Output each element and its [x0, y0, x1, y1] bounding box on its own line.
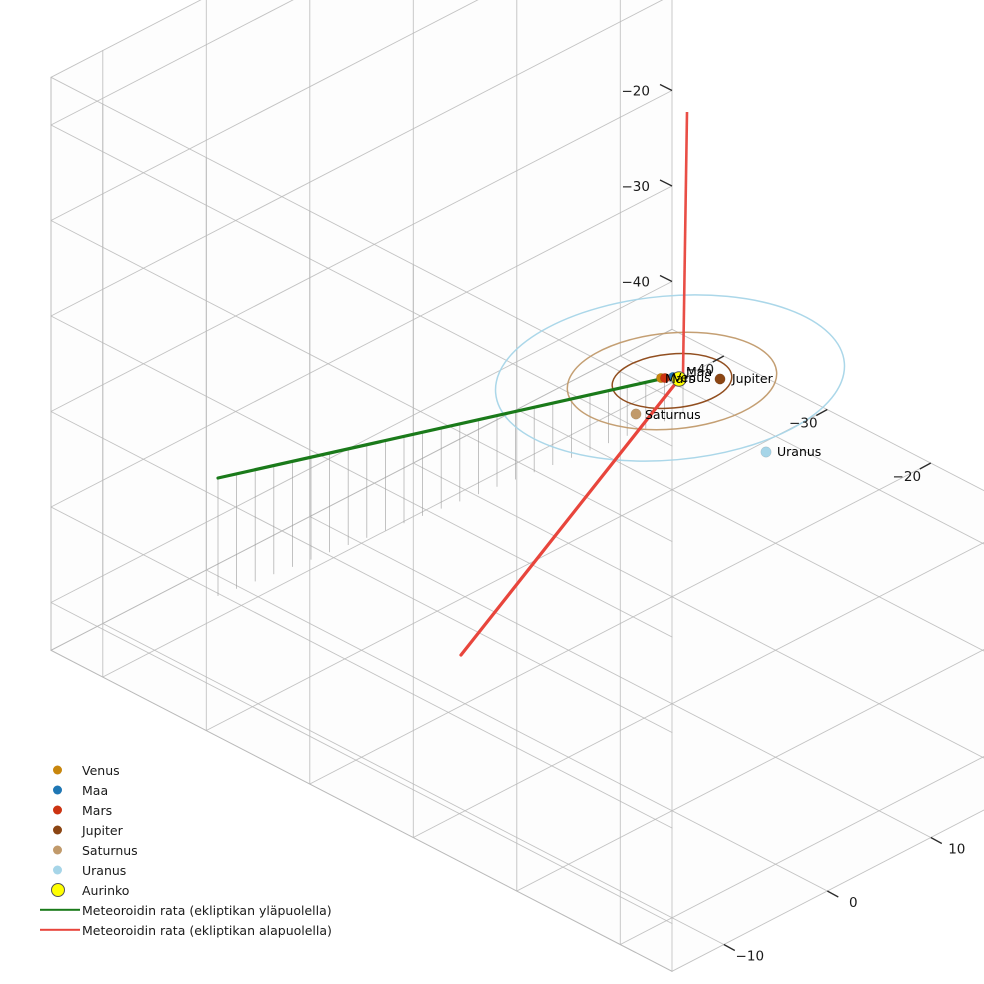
y-tick-2: 10: [948, 842, 965, 858]
legend-marker-4: [38, 840, 82, 860]
body-label-venus: Venus: [673, 370, 711, 385]
body-label-maa: Maa: [686, 364, 712, 379]
legend-label: Uranus: [82, 862, 127, 878]
legend-label: Maa: [82, 782, 109, 798]
z-tick-2: −20: [622, 84, 651, 100]
legend-item-jupiter[interactable]: Jupiter: [38, 820, 332, 840]
legend-label: Aurinko: [82, 882, 130, 898]
z-tick-0: −40: [622, 275, 651, 291]
y-tick-1: 0: [849, 895, 858, 911]
legend-dot-swatch: [53, 785, 62, 795]
legend-marker-6: [38, 880, 82, 900]
legend-line-swatch: [40, 908, 80, 912]
legend-item-venus[interactable]: Venus: [38, 760, 332, 780]
body-label-uranus: Uranus: [777, 444, 821, 459]
legend-label: Mars: [82, 802, 113, 818]
z-tick-1: −30: [622, 179, 651, 195]
legend-marker-3: [38, 820, 82, 840]
legend-item-uranus[interactable]: Uranus: [38, 860, 332, 880]
legend-dot-swatch: [53, 765, 62, 775]
legend-label: Saturnus: [82, 842, 138, 858]
legend-dot-swatch: [51, 883, 65, 897]
legend-item-meteoroidin[interactable]: Meteoroidin rata (ekliptikan yläpuolella…: [38, 900, 332, 920]
stem-lines: [217, 374, 684, 596]
legend-dot-swatch: [53, 865, 62, 875]
y-tick-0: −10: [736, 949, 765, 965]
orbit-ellipses: [494, 294, 846, 462]
legend-item-saturnus[interactable]: Saturnus: [38, 840, 332, 860]
legend-dot-swatch: [53, 805, 62, 815]
body-label-mars: Mars: [665, 371, 695, 386]
legend-marker-1: [38, 780, 82, 800]
legend-marker-7: [38, 900, 82, 920]
body-markers: [630, 371, 772, 458]
body-label-jupiter: Jupiter: [731, 371, 774, 386]
legend-marker-5: [38, 860, 82, 880]
legend-label: Meteoroidin rata (ekliptikan yläpuolella…: [82, 902, 332, 918]
x-tick-0: −40: [686, 362, 715, 378]
legend-dot-swatch: [53, 845, 62, 855]
legend-label: Venus: [82, 762, 120, 778]
legend-marker-0: [38, 760, 82, 780]
legend-dot-swatch: [53, 825, 62, 835]
z-tick-3: −10: [622, 0, 651, 4]
legend-item-meteoroidin[interactable]: Meteoroidin rata (ekliptikan alapuolella…: [38, 920, 332, 940]
legend-label: Meteoroidin rata (ekliptikan alapuolella…: [82, 922, 332, 938]
legend-marker-8: [38, 920, 82, 940]
legend: Venus Maa Mars Jupiter Saturnus Uranus Aurinko…: [38, 760, 332, 940]
legend-label: Jupiter: [82, 822, 123, 838]
axis-tick-labels: −40−30−20−10010−40−30−20−10010−100102030…: [622, 0, 966, 965]
x-tick-2: −20: [893, 469, 922, 485]
legend-line-swatch: [40, 928, 80, 932]
body-label-saturnus: Saturnus: [645, 407, 701, 422]
legend-item-maa[interactable]: Maa: [38, 780, 332, 800]
trajectory-lines: [216, 111, 689, 657]
legend-item-aurinko[interactable]: Aurinko: [38, 880, 332, 900]
axis-ticks: [659, 83, 943, 952]
legend-item-mars[interactable]: Mars: [38, 800, 332, 820]
x-tick-1: −30: [789, 416, 818, 432]
legend-marker-2: [38, 800, 82, 820]
